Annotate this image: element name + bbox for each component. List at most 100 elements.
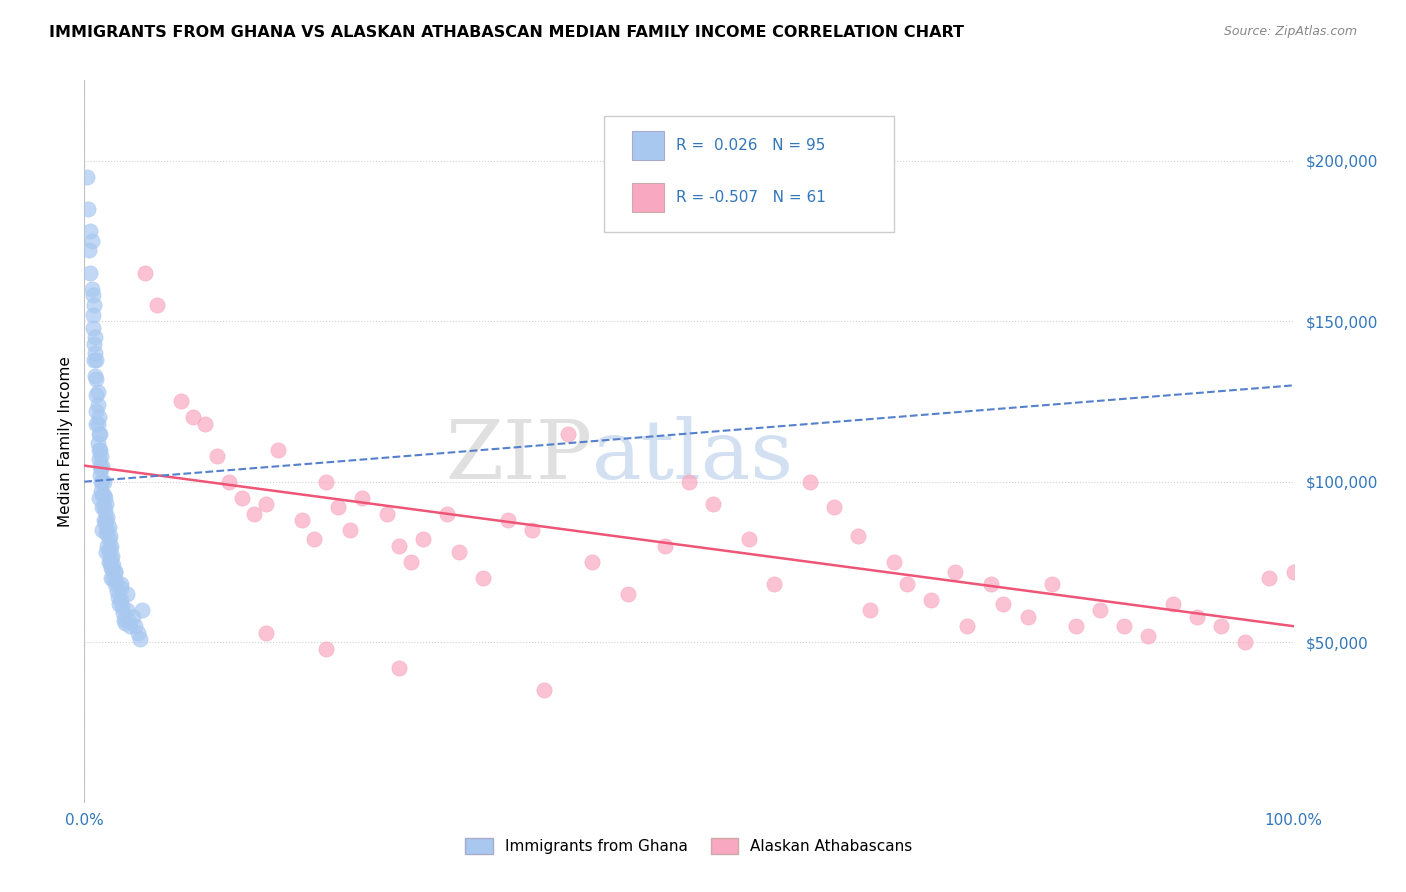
Point [77,244,100,258]
Point [302,533,325,547]
Point [86,384,108,399]
Point [388,539,411,553]
Point [93,487,115,501]
Point [956,619,979,633]
Point [1185,609,1208,624]
Point [89,442,111,457]
Point [86,417,108,431]
Point [89,458,111,473]
Point [254,497,277,511]
Point [111,599,134,614]
Point [328,500,350,515]
Point [121,609,143,624]
Point [103,558,125,573]
Point [86,372,108,386]
Point [115,587,138,601]
Point [114,615,136,630]
Point [146,298,169,312]
Point [1234,635,1257,649]
Point [86,417,108,431]
Point [86,398,108,412]
Point [86,436,108,450]
Point [112,607,135,621]
Point [97,519,120,533]
Y-axis label: Median Family Income: Median Family Income [58,356,73,527]
Point [943,565,966,579]
Point [87,426,110,441]
Point [557,426,579,441]
Point [84,368,107,383]
Point [103,571,125,585]
Point [993,597,1015,611]
Point [112,613,135,627]
Point [108,597,131,611]
FancyBboxPatch shape [633,131,664,160]
Point [291,513,314,527]
Point [97,545,120,559]
Point [84,346,107,360]
Point [104,577,127,591]
Point [617,587,640,601]
Point [581,555,603,569]
Point [97,555,120,569]
Point [218,475,240,489]
Point [412,533,434,547]
Point [90,462,112,476]
Point [83,298,105,312]
Point [799,475,821,489]
Point [242,507,264,521]
Point [76,169,98,184]
Point [980,577,1002,591]
Point [104,565,127,579]
Point [94,526,117,541]
Point [101,561,124,575]
Point [115,603,138,617]
Point [267,442,290,457]
Point [472,571,495,585]
Text: R = -0.507   N = 61: R = -0.507 N = 61 [676,190,825,205]
Legend: Immigrants from Ghana, Alaskan Athabascans: Immigrants from Ghana, Alaskan Athabasca… [460,832,918,860]
Point [170,394,193,409]
Point [496,513,519,527]
Point [315,475,337,489]
Point [96,539,118,553]
Point [762,577,785,591]
Point [859,603,882,617]
Point [100,551,122,566]
Point [315,641,337,656]
Point [94,491,117,505]
Point [520,523,543,537]
Point [96,510,118,524]
Point [134,266,156,280]
Point [1040,577,1063,591]
Point [110,577,132,591]
Point [1088,603,1111,617]
Point [100,539,122,553]
Point [129,632,152,646]
Point [920,593,942,607]
Point [77,202,100,216]
Point [1161,597,1184,611]
Point [124,619,146,633]
Point [98,529,121,543]
Point [83,336,105,351]
Point [110,593,132,607]
Text: R =  0.026   N = 95: R = 0.026 N = 95 [676,138,825,153]
Point [79,266,101,280]
Point [127,625,149,640]
Point [654,539,676,553]
Point [98,555,121,569]
Point [1258,571,1281,585]
Point [87,491,110,505]
Point [1114,619,1136,633]
Text: atlas: atlas [592,416,794,496]
Point [883,555,905,569]
Point [131,603,153,617]
Point [94,503,117,517]
Point [84,330,107,344]
Point [90,484,112,499]
Point [678,475,700,489]
Point [87,452,110,467]
Point [82,320,104,334]
Point [101,549,124,563]
